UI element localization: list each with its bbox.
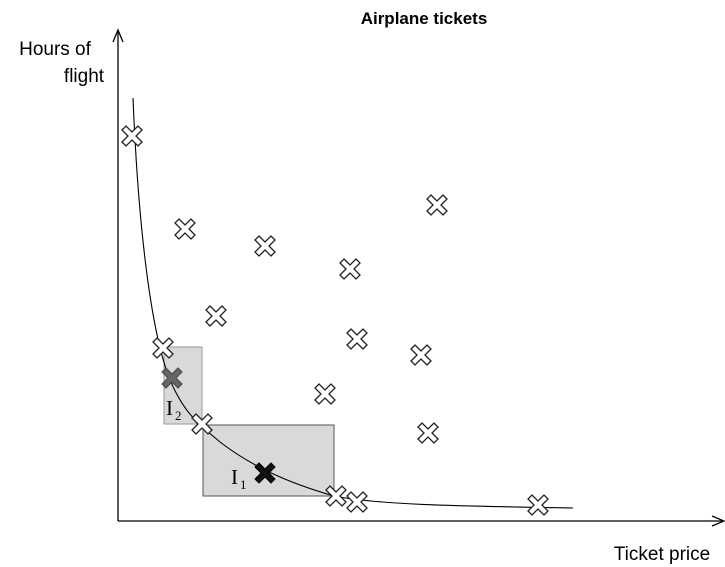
option-marker	[417, 422, 439, 444]
box-i1-label: I 1	[231, 465, 247, 492]
option-marker	[339, 258, 361, 280]
option-marker	[121, 125, 143, 147]
y-axis-label-line1: Hours of	[19, 39, 92, 60]
box-i2-letter: I	[166, 396, 173, 420]
box-i1	[202, 424, 335, 497]
option-marker	[346, 328, 368, 350]
option-marker	[254, 235, 276, 257]
x-axis-arrow	[711, 515, 725, 527]
box-i1-letter: I	[231, 465, 238, 489]
y-axis-arrow	[112, 28, 124, 43]
box-i1-subscript: 1	[240, 477, 247, 492]
box-i2-subscript: 2	[175, 408, 182, 423]
option-marker	[205, 305, 227, 327]
box-i2-label: I 2	[166, 396, 182, 423]
diagram-title: Airplane tickets	[361, 9, 488, 28]
option-marker	[426, 194, 448, 216]
option-marker	[410, 344, 432, 366]
box-i2	[163, 346, 203, 425]
pareto-front-curve	[132, 97, 574, 509]
option-markers	[121, 125, 549, 516]
x-axis-label: Ticket price	[614, 544, 710, 565]
option-marker	[346, 491, 368, 513]
option-marker	[314, 383, 336, 405]
option-marker	[527, 494, 549, 516]
y-axis-label-line2: flight	[64, 66, 105, 87]
option-marker	[174, 218, 196, 240]
axes	[112, 28, 725, 527]
